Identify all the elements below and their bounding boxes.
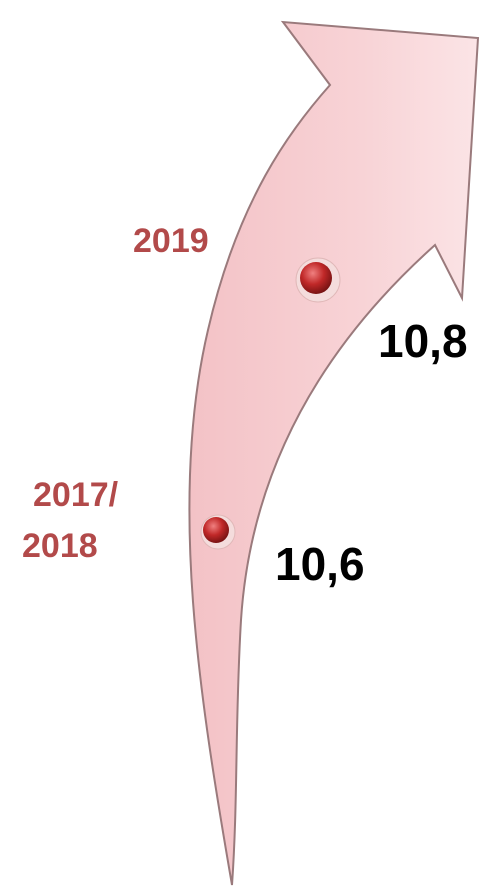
year-label: 2019 [133,222,209,260]
point-dot [300,262,332,294]
value-label: 10,8 [378,315,468,367]
value-label: 10,6 [275,538,365,590]
page: 2019 10,8 2017/ 2018 10,6 (() => { const… [0,0,492,896]
diagram: 2019 10,8 2017/ 2018 10,6 [0,0,492,896]
year-label: 2018 [22,527,98,565]
point-dot [203,517,229,543]
year-label: 2017/ [33,476,119,514]
growth-arrow [189,22,478,885]
